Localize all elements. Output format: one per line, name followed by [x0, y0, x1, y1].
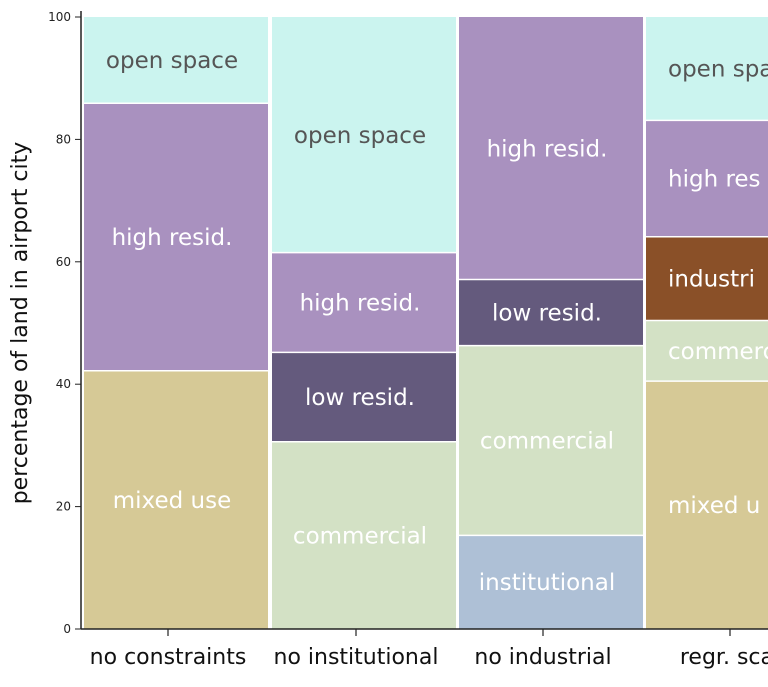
segment-label-no-institutional-commercial: commercial [293, 523, 427, 549]
segment-label-regr-scal-industrial: industri [668, 267, 755, 293]
segment-label-no-constraints-high-resid: high resid. [112, 225, 233, 251]
segment-label-no-constraints-mixed-use: mixed use [113, 488, 231, 514]
bar-regr-scal-commercial [646, 320, 768, 382]
segment-label-regr-scal-commercial: commerc [668, 339, 768, 365]
bar-regr-scal-mixed-use [646, 381, 768, 629]
axes-layer: 0 20 40 60 80 100 no constraints no institution… [48, 10, 768, 670]
segment-label-regr-scal-mixed-use: mixed u [668, 493, 760, 519]
y-axis-title: percentage of land in airport city [8, 142, 33, 505]
bar-no-industrial-high-resid [459, 17, 643, 280]
bar-no-institutional-commercial [272, 441, 456, 629]
bar-regr-scal-high-resid [646, 120, 768, 237]
y-tick-label: 20 [56, 500, 71, 514]
segment-label-no-industrial-commercial: commercial [480, 429, 614, 455]
segment-label-regr-scal-open-space: open spa [668, 57, 768, 83]
bar-no-industrial-institutional [459, 535, 643, 629]
x-tick-label-no-institutional: no institutional [274, 645, 439, 670]
segment-label-no-institutional-low-resid: low resid. [305, 385, 415, 411]
bar-no-industrial-commercial [459, 345, 643, 536]
bar-no-institutional-high-resid [272, 252, 456, 353]
y-tick-label: 40 [56, 377, 71, 391]
bar-no-institutional-open-space [272, 17, 456, 253]
y-tick-label: 60 [56, 255, 71, 269]
bar-no-institutional-low-resid [272, 352, 456, 442]
segment-label-no-institutional-open-space: open space [294, 123, 426, 149]
segment-label-no-industrial-low-resid: low resid. [492, 301, 602, 327]
segment-label-no-industrial-high-resid: high resid. [487, 136, 608, 162]
y-tick-label: 0 [63, 622, 71, 636]
y-tick-label: 80 [56, 132, 71, 146]
x-tick-label-no-constraints: no constraints [90, 645, 247, 670]
bar-no-industrial-low-resid [459, 279, 643, 346]
bar-no-constraints-mixed-use [84, 370, 268, 629]
bar-regr-scal-open-space [646, 17, 768, 121]
x-tick-label-no-industrial: no industrial [474, 645, 611, 670]
bar-no-constraints-high-resid [84, 103, 268, 371]
x-tick-label-regr-scal: regr. scal [680, 645, 768, 670]
bar-regr-scal-industrial [646, 236, 768, 321]
segment-label-no-institutional-high-resid: high resid. [300, 290, 421, 316]
segment-label-no-constraints-open-space: open space [106, 48, 238, 74]
bars-layer [84, 17, 768, 629]
segment-label-no-industrial-institutional: institutional [479, 570, 616, 596]
y-tick-label: 100 [48, 10, 71, 24]
segment-label-regr-scal-high-resid: high res [668, 167, 761, 193]
bar-no-constraints-open-space [84, 17, 268, 104]
labels-layer: open space high resid. mixed use open space… [106, 48, 768, 596]
